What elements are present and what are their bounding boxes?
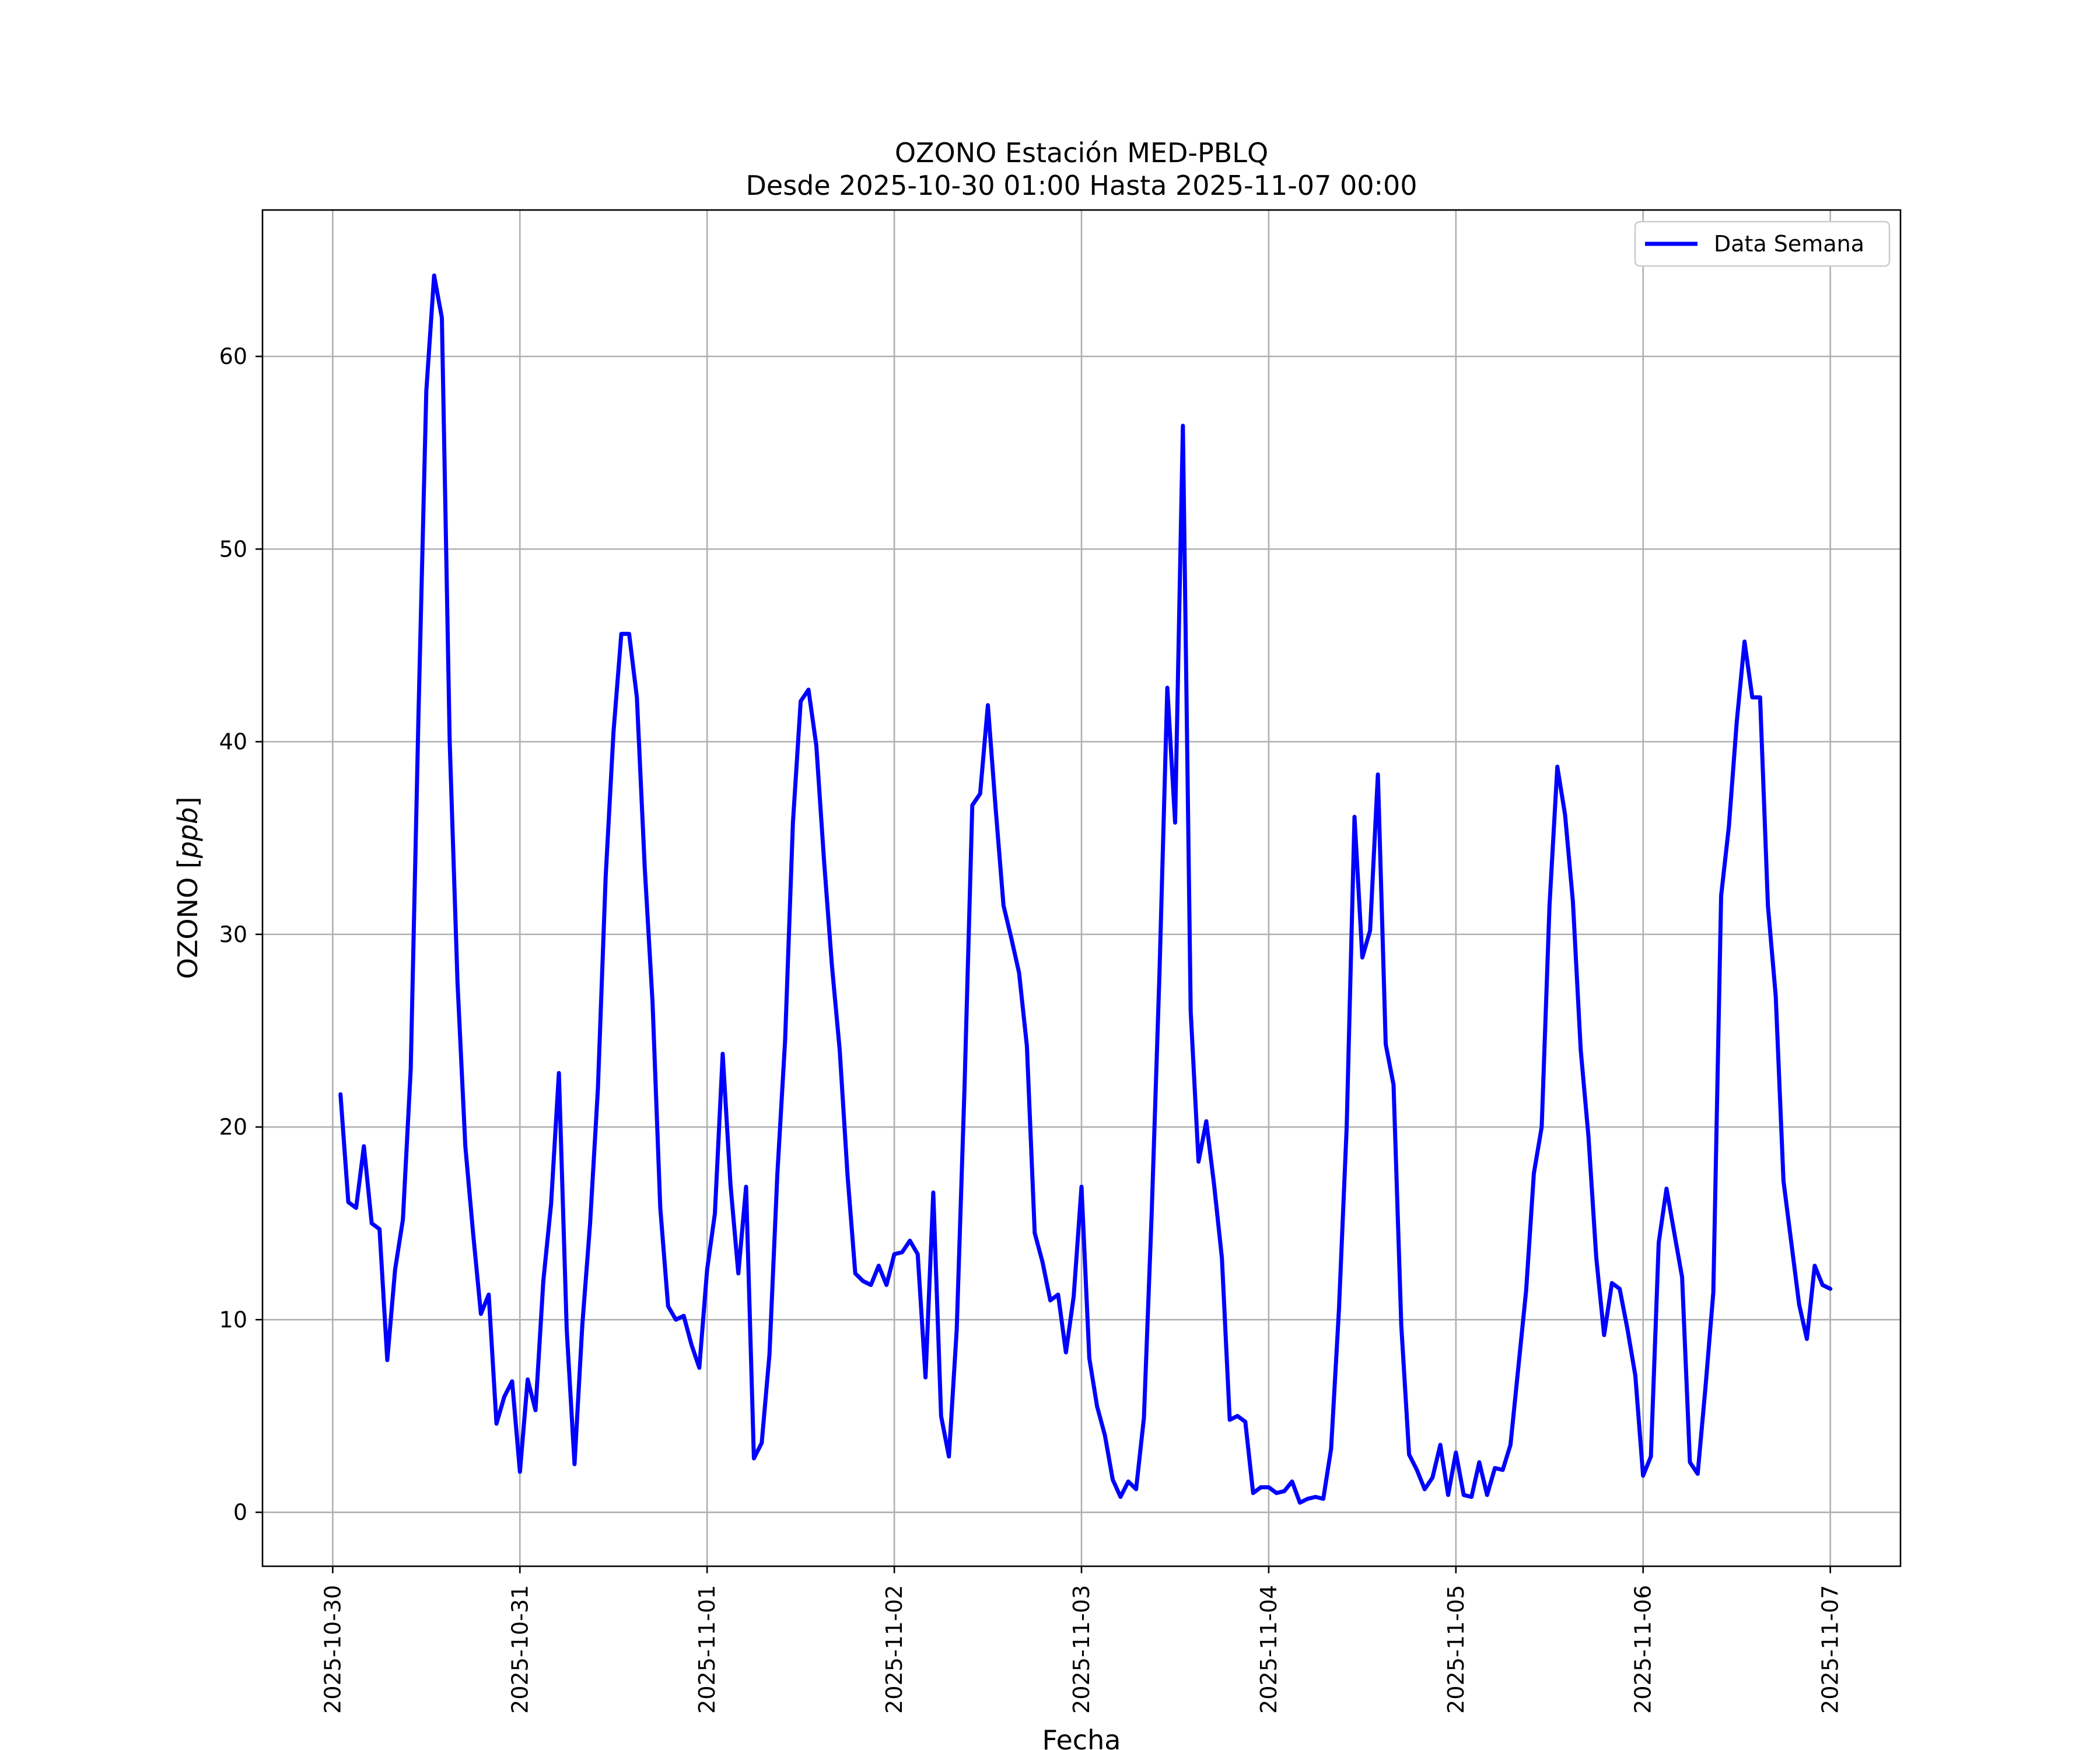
- legend-entry-data-semana: Data Semana: [1714, 231, 1864, 257]
- chart-title-line2: Desde 2025-10-30 01:00 Hasta 2025-11-07 …: [746, 170, 1417, 201]
- y-tick-label: 10: [219, 1307, 247, 1332]
- y-tick-label: 60: [219, 344, 247, 369]
- y-tick-label: 20: [219, 1114, 247, 1140]
- y-tick-label: 30: [219, 922, 247, 947]
- x-tick-label: 2025-11-01: [694, 1585, 720, 1714]
- x-axis-label: Fecha: [1042, 1724, 1121, 1750]
- y-axis-label: OZONO [ppb]: [172, 797, 204, 979]
- legend: Data Semana: [1634, 220, 1891, 267]
- y-tick-label: 0: [233, 1500, 247, 1525]
- x-tick-label: 2025-11-07: [1818, 1585, 1843, 1714]
- y-tick-label: 40: [219, 729, 247, 755]
- data-series: [338, 273, 1833, 1505]
- chart-title-line1: OZONO Estación MED-PBLQ: [895, 137, 1268, 169]
- x-axis-ticks: 2025-10-30 2025-10-31 2025-11-01 2025-11-02…: [320, 1566, 1843, 1714]
- x-tick-label: 2025-11-05: [1443, 1585, 1469, 1714]
- x-tick-label: 2025-11-06: [1630, 1585, 1656, 1714]
- y-tick-label: 50: [219, 536, 247, 562]
- x-tick-label: 2025-10-30: [320, 1585, 345, 1714]
- grid-lines: [262, 210, 1901, 1566]
- series-line-data-semana: [338, 273, 1833, 1505]
- x-tick-label: 2025-11-04: [1256, 1585, 1282, 1714]
- x-tick-label: 2025-10-31: [507, 1585, 533, 1714]
- legend-box: [1634, 220, 1891, 267]
- y-axis-ticks: 0 10 20 30 40 50 60: [219, 344, 262, 1525]
- x-tick-label: 2025-11-02: [881, 1585, 907, 1714]
- x-tick-label: 2025-11-03: [1069, 1585, 1094, 1714]
